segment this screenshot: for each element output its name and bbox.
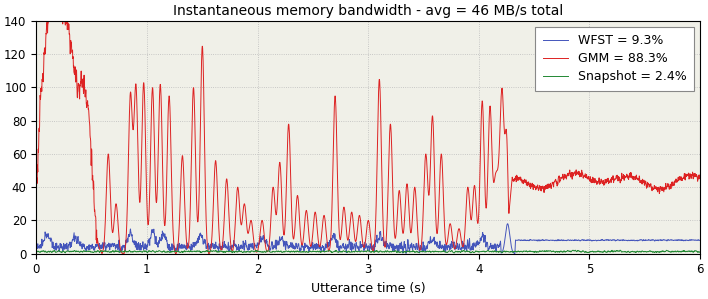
Line: WFST = 9.3%: WFST = 9.3% [36,224,700,254]
WFST = 9.3% [252,245,261,249]
Line: GMM = 88.3%: GMM = 88.3% [36,21,700,254]
Snapshot = 2.4% [164,250,173,253]
Snapshot = 2.4% [666,250,675,254]
GMM = 88.3% [435,188,444,191]
Snapshot = 2.4% [363,248,372,252]
Snapshot = 2.4% [696,250,704,254]
WFST = 9.3% [510,252,519,255]
WFST = 9.3% [296,248,304,252]
GMM = 88.3% [666,182,675,186]
Line: Snapshot = 2.4%: Snapshot = 2.4% [36,250,700,253]
X-axis label: Utterance time (s): Utterance time (s) [311,282,426,295]
WFST = 9.3% [32,245,40,248]
WFST = 9.3% [503,222,512,225]
WFST = 9.3% [435,245,443,249]
GMM = 88.3% [32,196,40,200]
GMM = 88.3% [351,240,360,243]
Legend: WFST = 9.3%, GMM = 88.3%, Snapshot = 2.4%: WFST = 9.3%, GMM = 88.3%, Snapshot = 2.4… [535,27,694,91]
WFST = 9.3% [351,244,360,248]
GMM = 88.3% [43,19,52,22]
GMM = 88.3% [696,176,704,180]
GMM = 88.3% [297,237,305,241]
Snapshot = 2.4% [252,249,261,253]
GMM = 88.3% [98,252,106,255]
GMM = 88.3% [165,94,173,98]
Snapshot = 2.4% [467,251,475,255]
Snapshot = 2.4% [296,250,304,254]
WFST = 9.3% [666,238,675,242]
WFST = 9.3% [164,247,173,251]
Snapshot = 2.4% [435,250,443,254]
Title: Instantaneous memory bandwidth - avg = 46 MB/s total: Instantaneous memory bandwidth - avg = 4… [173,4,564,18]
GMM = 88.3% [253,250,261,254]
WFST = 9.3% [696,238,704,242]
Snapshot = 2.4% [32,251,40,254]
Snapshot = 2.4% [351,249,360,253]
